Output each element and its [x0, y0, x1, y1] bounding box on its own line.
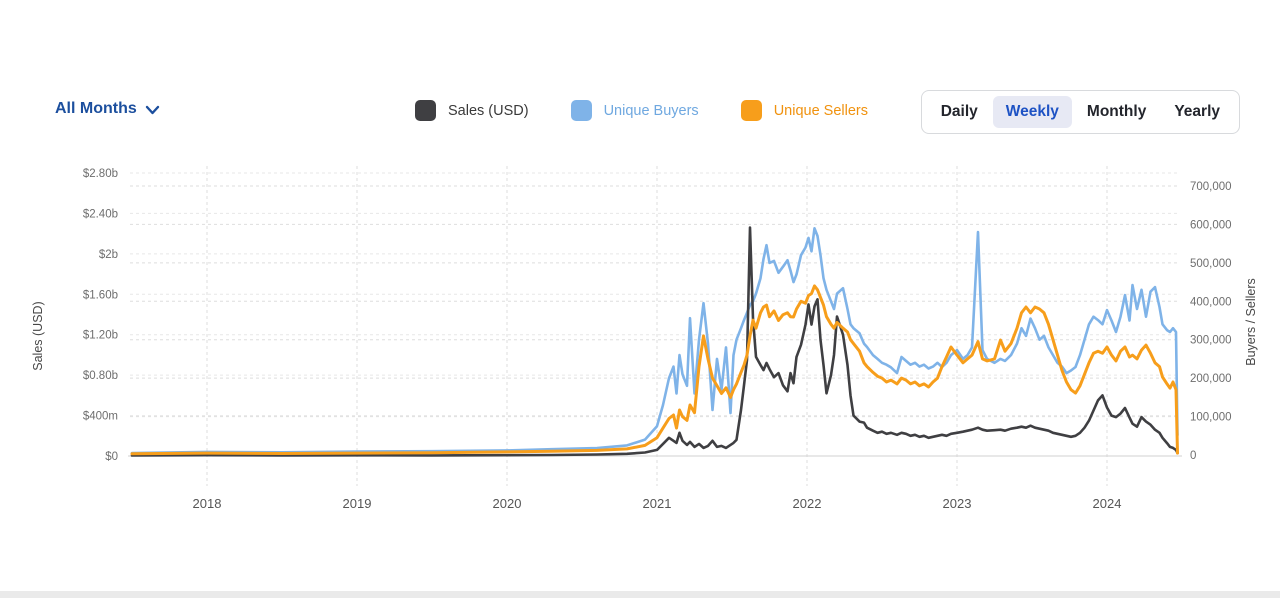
x-tick-label: 2024	[1093, 496, 1122, 511]
chevron-down-icon	[145, 105, 159, 115]
right-tick-label: 200,000	[1190, 373, 1232, 385]
right-tick-label: 600,000	[1190, 219, 1232, 231]
left-tick-label: $2.40b	[83, 208, 118, 220]
right-tick-label: 500,000	[1190, 258, 1232, 270]
sales-swatch-icon	[415, 100, 436, 121]
left-tick-label: $1.60b	[83, 289, 118, 301]
legend: Sales (USD) Unique Buyers Unique Sellers	[415, 100, 868, 121]
left-tick-label: $1.20b	[83, 330, 118, 342]
period-yearly-button[interactable]: Yearly	[1161, 96, 1233, 128]
sellers-line	[130, 284, 1179, 456]
right-tick-label: 300,000	[1190, 335, 1232, 347]
buyers-swatch-icon	[570, 100, 592, 121]
right-tick-label: 400,000	[1190, 296, 1232, 308]
legend-item-buyers[interactable]: Unique Buyers	[570, 100, 699, 121]
x-tick-label: 2020	[493, 496, 522, 511]
period-weekly-button[interactable]: Weekly	[992, 96, 1072, 128]
buyers-line	[130, 227, 1179, 455]
x-tick-label: 2022	[793, 496, 822, 511]
x-tick-label: 2021	[643, 496, 672, 511]
sales-line	[130, 226, 1179, 457]
x-tick-label: 2023	[943, 496, 972, 511]
period-daily-button[interactable]: Daily	[928, 96, 991, 128]
x-tick-label: 2019	[343, 496, 372, 511]
right-axis-title: Buyers / Sellers	[1244, 278, 1258, 366]
period-toggle: Daily Weekly Monthly Yearly	[920, 90, 1240, 134]
sellers-swatch-icon	[740, 100, 762, 121]
period-monthly-button[interactable]: Monthly	[1074, 96, 1159, 128]
all-months-label: All Months	[55, 100, 137, 117]
left-tick-label: $2b	[99, 249, 118, 261]
left-tick-label: $2.80b	[83, 168, 118, 180]
legend-label-buyers: Unique Buyers	[603, 102, 699, 119]
left-tick-label: $0.80b	[83, 370, 118, 382]
legend-label-sales: Sales (USD)	[448, 102, 529, 119]
legend-label-sellers: Unique Sellers	[773, 102, 868, 119]
legend-item-sales[interactable]: Sales (USD)	[415, 100, 529, 121]
left-axis-title: Sales (USD)	[31, 301, 45, 371]
left-tick-label: $400m	[83, 411, 118, 423]
all-months-dropdown[interactable]: All Months	[55, 100, 160, 118]
right-tick-label: 100,000	[1190, 412, 1232, 424]
left-tick-label: $0	[105, 451, 118, 463]
legend-item-sellers[interactable]: Unique Sellers	[740, 100, 868, 121]
right-tick-label: 700,000	[1190, 181, 1232, 193]
right-tick-label: 0	[1190, 450, 1196, 462]
x-tick-label: 2018	[193, 496, 222, 511]
chart-toolbar: All Months Sales (USD) Unique Buyers Uni…	[0, 0, 1280, 150]
page-bottom-strip	[0, 591, 1280, 598]
